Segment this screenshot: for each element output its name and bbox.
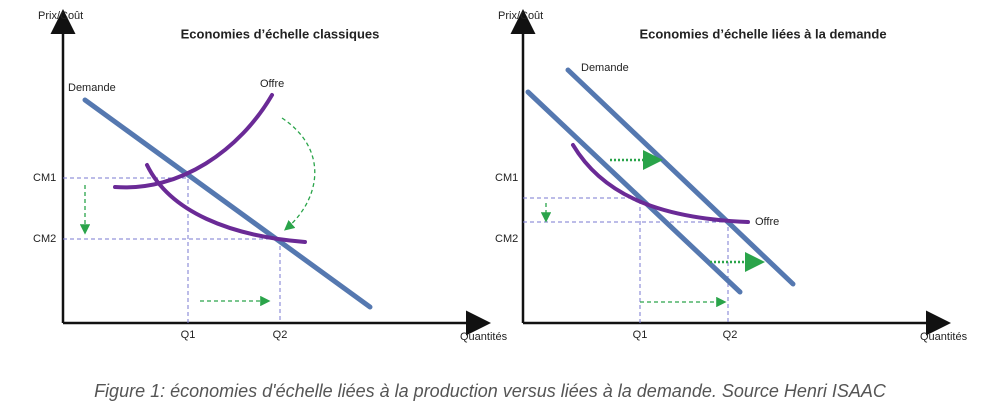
demand-line xyxy=(82,97,373,310)
panel-title: Economies d’échelle classiques xyxy=(181,26,380,41)
y-axis-label: Prix/Coût xyxy=(38,10,83,22)
cost-curve xyxy=(145,163,307,244)
panel-right: Prix/Coût Quantités Economies d’échelle … xyxy=(495,9,968,343)
x-axis-label: Quantités xyxy=(460,331,508,343)
q1-label: Q1 xyxy=(633,329,648,341)
supply-label: Offre xyxy=(260,78,284,90)
demand-label: Demande xyxy=(68,82,116,94)
demand-line xyxy=(565,67,796,287)
supply-curve xyxy=(571,143,750,224)
x-axis-label: Quantités xyxy=(920,331,968,343)
cm1-label: CM1 xyxy=(495,172,518,184)
supply-curve xyxy=(113,93,274,190)
panel-title: Economies d’échelle liées à la demande xyxy=(639,26,886,41)
panel-left: Prix/Coût Quantités Economies d’échelle … xyxy=(33,9,508,343)
cm1-label: CM1 xyxy=(33,172,56,184)
cm2-label: CM2 xyxy=(33,233,56,245)
demand-label: Demande xyxy=(581,62,629,74)
supply-label: Offre xyxy=(755,216,779,228)
guide-lines xyxy=(63,177,281,323)
cm2-label: CM2 xyxy=(495,233,518,245)
q2-label: Q2 xyxy=(273,329,288,341)
arrow xyxy=(281,117,316,231)
y-axis-label: Prix/Coût xyxy=(498,10,543,22)
demand-line xyxy=(525,89,743,295)
q2-label: Q2 xyxy=(723,329,738,341)
q1-label: Q1 xyxy=(181,329,196,341)
caption: Figure 1: économies d'échelle liées à la… xyxy=(94,381,887,401)
